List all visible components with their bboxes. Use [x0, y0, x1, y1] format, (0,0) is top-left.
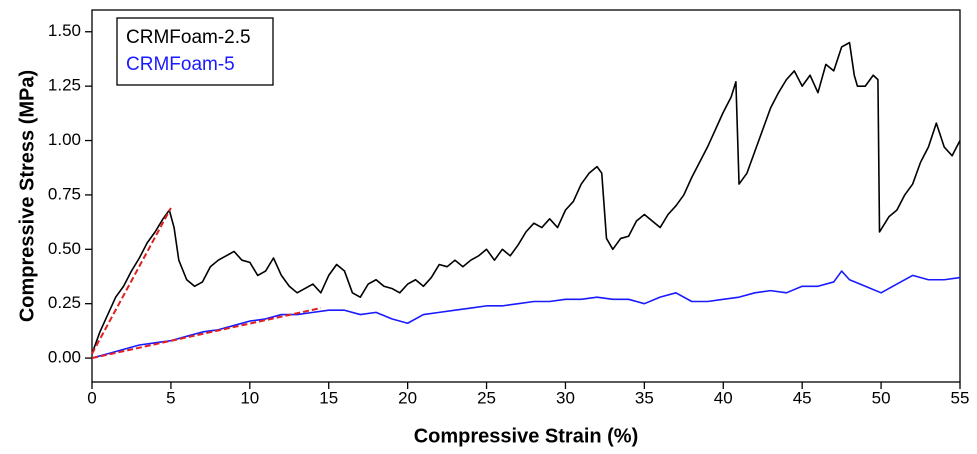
- x-tick-label: 50: [872, 388, 891, 407]
- x-axis-title: Compressive Strain (%): [414, 425, 639, 447]
- x-tick-label: 40: [714, 388, 733, 407]
- series-line: [91, 41, 961, 354]
- x-tick-label: 5: [166, 388, 175, 407]
- x-tick-label: 45: [793, 388, 812, 407]
- fit-line: [91, 207, 172, 355]
- plot-frame: [91, 9, 961, 383]
- y-tick-label: 1.25: [48, 76, 81, 95]
- y-tick-label: 0.50: [48, 239, 81, 258]
- x-tick-label: 55: [951, 388, 970, 407]
- y-tick-label: 1.50: [48, 21, 81, 40]
- legend-label: CRMFoam-2.5: [126, 27, 251, 48]
- legend-label: CRMFoam-5: [126, 54, 235, 75]
- y-tick-label: 1.00: [48, 130, 81, 149]
- x-tick-label: 30: [556, 388, 575, 407]
- y-tick-label: 0.75: [48, 184, 81, 203]
- x-tick-label: 0: [87, 388, 96, 407]
- x-tick-label: 25: [477, 388, 496, 407]
- legend-box: [116, 17, 274, 86]
- x-tick-label: 20: [398, 388, 417, 407]
- fit-line: [91, 307, 322, 360]
- x-tick-label: 10: [240, 388, 259, 407]
- y-tick-label: 0.00: [48, 348, 81, 367]
- x-tick-label: 15: [319, 388, 338, 407]
- x-tick-label: 35: [635, 388, 654, 407]
- y-axis-title: Compressive Stress (MPa): [16, 70, 38, 322]
- y-tick-label: 0.25: [48, 293, 81, 312]
- series-line: [91, 270, 961, 359]
